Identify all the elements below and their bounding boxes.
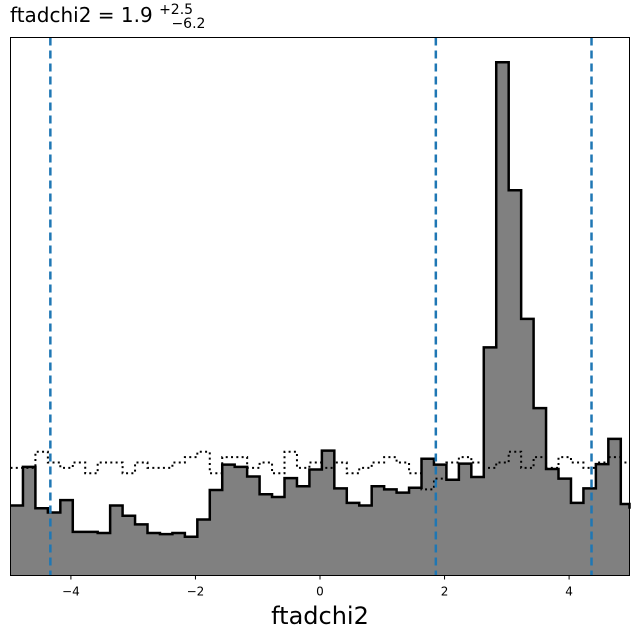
histogram-bar (620, 503, 630, 576)
x-axis-label: ftadchi2 (271, 602, 369, 630)
histogram-bar (471, 477, 485, 576)
histogram-bar (197, 519, 211, 576)
histogram-bar (546, 468, 559, 576)
histogram-bar (533, 408, 547, 576)
x-tick-label: 2 (441, 585, 449, 599)
histogram-bar (284, 478, 298, 576)
histogram-bar (172, 532, 186, 576)
histogram-bar (85, 531, 99, 576)
histogram-bar (222, 464, 236, 576)
histogram-bar (259, 494, 273, 576)
histogram-bar (10, 505, 24, 576)
x-tick-label: 0 (316, 585, 324, 599)
histogram-bar (446, 479, 460, 576)
histogram-bar (296, 486, 310, 576)
histogram-bar (396, 492, 410, 576)
chart-title-sub: −6.2 (171, 16, 205, 32)
histogram-bar (122, 515, 136, 576)
histogram-bar (558, 478, 572, 576)
histogram-bar (272, 496, 285, 576)
histogram-bar (334, 488, 348, 576)
x-axis-ticks: −4 −2 0 2 4 (62, 575, 573, 599)
histogram-bar (309, 469, 323, 576)
histogram-bar (483, 347, 497, 576)
histogram-bar (135, 524, 148, 576)
histogram-bar (570, 502, 584, 576)
histogram-bar (147, 532, 161, 576)
x-tick-label: −2 (187, 585, 205, 599)
histogram-bar (110, 505, 123, 576)
histogram-bar (72, 531, 86, 576)
histogram-bar (97, 532, 111, 576)
histogram-bar (583, 488, 597, 576)
histogram-bar (384, 489, 397, 576)
histogram-bar (421, 458, 435, 576)
chart-title-sup: +2.5 (159, 2, 193, 18)
histogram-outline (10, 60, 631, 539)
histogram-bar (521, 318, 534, 576)
plot-area (10, 37, 631, 576)
histogram-bar (60, 500, 74, 576)
histogram-bar (247, 476, 260, 576)
histogram-bar (371, 486, 385, 576)
histogram-bar (409, 487, 422, 576)
histogram-bar (35, 508, 49, 576)
comparison-histogram-outline (10, 450, 630, 491)
histogram-bar (346, 502, 360, 576)
histogram-bar (595, 464, 609, 576)
histogram-bar (184, 536, 198, 576)
x-tick-label: 4 (565, 585, 573, 599)
histogram-bar (234, 466, 248, 576)
histogram-bar (496, 62, 510, 576)
histogram-bar (433, 464, 447, 576)
chart-title: ftadchi2 = 1.9 +2.5 −6.2 (10, 0, 205, 32)
histogram-bar (458, 463, 472, 576)
histogram-bar (22, 466, 36, 576)
histogram-bar (321, 450, 335, 576)
histogram-bar (159, 534, 173, 576)
histogram-bar (359, 505, 373, 576)
chart-title-base: ftadchi2 = 1.9 (10, 3, 153, 27)
histogram-bar (209, 489, 223, 576)
histogram-bar (508, 190, 522, 576)
x-tick-label: −4 (62, 585, 80, 599)
histogram-bar (608, 438, 622, 576)
